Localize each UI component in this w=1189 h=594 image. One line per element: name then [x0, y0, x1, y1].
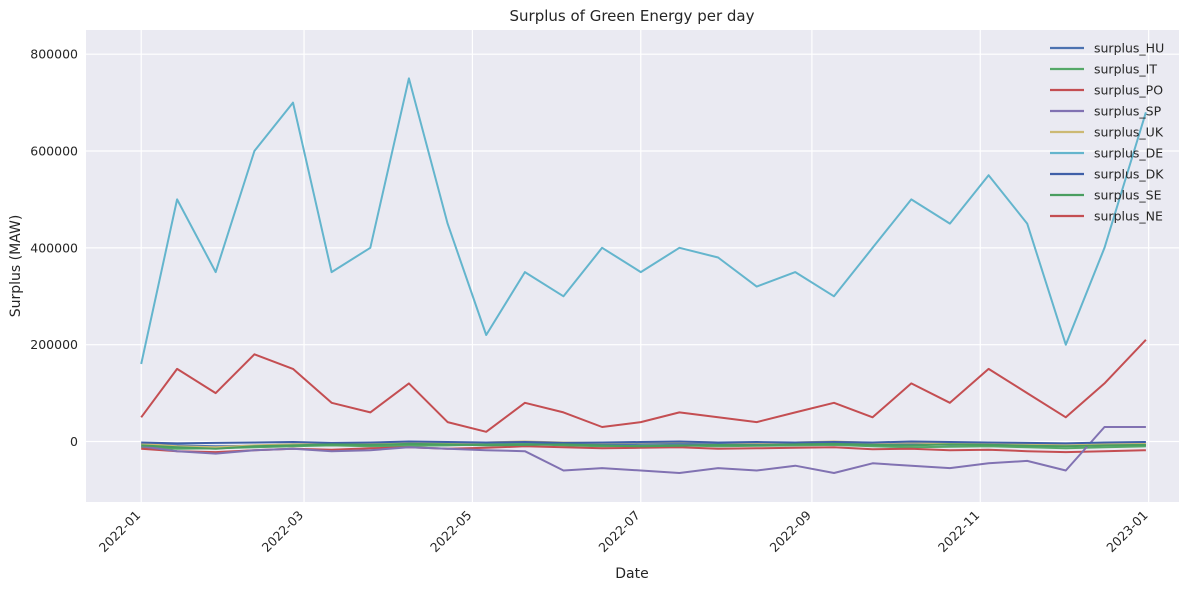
series-line-surplus-dk — [141, 440, 1146, 445]
y-tick-label: 400000 — [30, 240, 78, 255]
series-lines — [140, 77, 1147, 474]
series-line-surplus-se — [141, 442, 1146, 450]
x-axis-label: Date — [615, 566, 648, 582]
y-tick-label: 200000 — [30, 337, 78, 352]
series-line-surplus-sp — [141, 426, 1146, 474]
legend-label: surplus_DK — [1094, 167, 1164, 182]
chart-title: Surplus of Green Energy per day — [510, 7, 755, 25]
y-tick-label: 800000 — [30, 47, 78, 62]
legend-label: surplus_UK — [1094, 125, 1164, 140]
series-line-surplus-de — [140, 77, 1147, 365]
legend-label: surplus_IT — [1094, 62, 1157, 77]
y-tick-labels: 0 200000 400000 600000 800000 — [30, 47, 78, 449]
y-tick-label: 0 — [70, 434, 78, 449]
legend-label: surplus_PO — [1094, 83, 1163, 98]
y-tick-label: 600000 — [30, 144, 78, 159]
legend-label: surplus_DE — [1094, 146, 1163, 161]
legend-label: surplus_SP — [1094, 104, 1162, 119]
legend-label: surplus_SE — [1094, 188, 1162, 203]
grid-lines — [86, 30, 1179, 502]
legend: surplus_HU surplus_IT surplus_PO surplus_SP… — [1050, 41, 1164, 224]
legend-label: surplus_HU — [1094, 41, 1164, 56]
y-axis-label: Surplus (MAW) — [8, 215, 24, 318]
series-line-surplus-ne — [140, 339, 1147, 433]
legend-label: surplus_NE — [1094, 209, 1163, 224]
